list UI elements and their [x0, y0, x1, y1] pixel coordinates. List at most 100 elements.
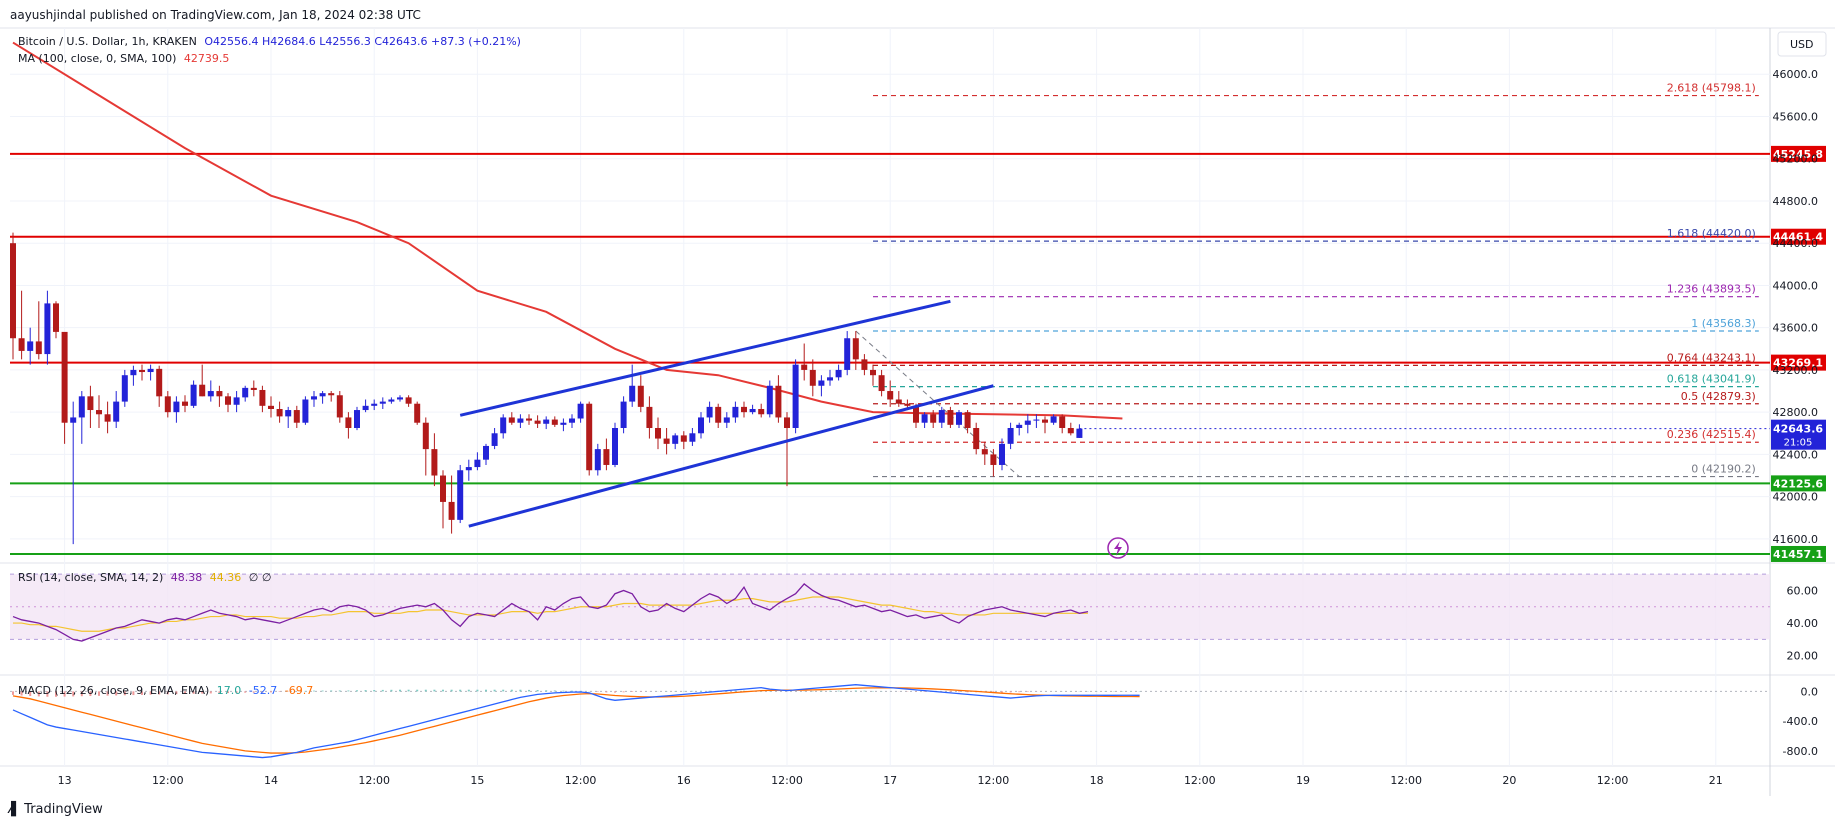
candle-body — [1042, 419, 1048, 423]
candle-body — [422, 422, 429, 450]
candle-body — [818, 380, 825, 386]
currency-label: USD — [1790, 38, 1814, 51]
candle-body — [457, 470, 464, 520]
candle-body — [242, 387, 249, 398]
candle-body — [801, 364, 808, 370]
current-price-tag — [1771, 419, 1826, 450]
axes: USD46000.045600.045200.044800.044400.044… — [58, 31, 1827, 787]
fib-label-1.618: 1.618 (44420.0) — [1667, 227, 1756, 240]
candle-body — [981, 449, 988, 455]
macd-line — [12, 684, 1140, 759]
candle-body — [1050, 416, 1057, 423]
candle-body — [672, 435, 679, 444]
tradingview-logo[interactable]: ⁄▌ TradingView — [10, 802, 103, 817]
time-tick-label: 12:00 — [152, 774, 184, 787]
price-tick-label: 43200.0 — [1773, 364, 1819, 377]
candle-body — [758, 408, 765, 415]
price-tick-label: 46000.0 — [1773, 68, 1819, 81]
alert-icon[interactable] — [1107, 537, 1129, 559]
candle-body — [27, 341, 34, 351]
candle-body — [1007, 428, 1014, 444]
price-tick-label: 44000.0 — [1773, 279, 1819, 292]
candle-body — [655, 428, 661, 439]
candle-body — [1024, 420, 1031, 425]
candle-body — [809, 369, 816, 386]
time-tick-label: 14 — [264, 774, 278, 787]
support-resistance-levels: 45245.8 44461.4 43269.1 42125.6 41457.1 42643… — [10, 145, 1826, 562]
level-tag-resistance-44461 — [1771, 228, 1826, 245]
candle-body — [569, 418, 575, 423]
candle-body — [259, 389, 266, 406]
rsi-extra: ∅ ∅ — [248, 571, 272, 584]
candle-body — [827, 377, 833, 381]
candle-body — [440, 475, 446, 502]
price-tick-label: 42000.0 — [1773, 491, 1819, 504]
time-tick-label: 12:00 — [358, 774, 390, 787]
time-tick-label: 12:00 — [565, 774, 597, 787]
candle-body — [147, 368, 154, 373]
candle-body — [448, 501, 455, 520]
candle-body — [612, 428, 618, 465]
ma-line — [12, 41, 1123, 420]
candle-body — [999, 443, 1005, 465]
fib-label-1.236: 1.236 (43893.5) — [1667, 283, 1756, 296]
candle-body — [921, 414, 928, 423]
level-tag-resistance-43269 — [1771, 354, 1826, 371]
candle-body — [216, 391, 223, 397]
candle-body — [715, 406, 722, 423]
candle-body — [18, 338, 25, 351]
rsi-legend: RSI (14, close, SMA, 14, 2) 48.38 44.36 … — [18, 571, 271, 584]
time-tick-label: 16 — [677, 774, 691, 787]
candle-body — [354, 410, 360, 428]
fib-label-0.618: 0.618 (43041.9) — [1667, 373, 1756, 386]
level-label-support-42125: 42125.6 — [1773, 477, 1823, 490]
candle-body — [302, 399, 309, 423]
price-tick-label: 44400.0 — [1773, 237, 1819, 250]
price-tick-label: 43600.0 — [1773, 322, 1819, 335]
candle-body — [397, 397, 403, 400]
candle-body — [1059, 416, 1066, 428]
publisher-header: aayushjindal published on TradingView.co… — [10, 8, 421, 22]
time-tick-label: 18 — [1090, 774, 1104, 787]
candle-body — [852, 338, 859, 360]
candle-body — [371, 403, 378, 406]
moving-average — [12, 41, 1123, 420]
macd-value: -52.7 — [248, 684, 278, 697]
time-tick-label: 12:00 — [978, 774, 1010, 787]
ohlc-values: O42556.4 H42684.6 L42556.3 C42643.6 +87.… — [204, 35, 521, 48]
macd-tick-label: 0.0 — [1801, 685, 1819, 698]
time-tick-label: 12:00 — [1390, 774, 1422, 787]
candle-body — [749, 408, 756, 413]
candle-body — [199, 384, 206, 397]
candle-body — [887, 391, 894, 400]
candle-body — [483, 445, 489, 460]
tv-logo-icon: ⁄▌ — [10, 802, 21, 817]
candle-body — [285, 410, 292, 417]
candle-body — [904, 403, 911, 406]
candle-body — [139, 369, 145, 373]
candle-body — [792, 364, 799, 428]
candle-body — [637, 385, 644, 407]
candle-body — [362, 405, 369, 411]
fib-label-0.236: 0.236 (42515.4) — [1667, 428, 1756, 441]
rsi-pane: 60.00 40.00 20.00 — [10, 573, 1819, 663]
time-tick-label: 12:00 — [771, 774, 803, 787]
candle-body — [156, 368, 163, 397]
candle-body — [104, 414, 111, 422]
rsi-tick-label: 60.00 — [1787, 584, 1819, 597]
candle-body — [465, 467, 472, 471]
candle-body — [629, 385, 636, 402]
current-price-label: 42643.6 — [1773, 423, 1823, 436]
candle-body — [35, 341, 42, 355]
rsi-label: RSI (14, close, SMA, 14, 2) — [18, 571, 164, 584]
fib-trend-line — [855, 330, 1020, 477]
candle-body — [405, 397, 412, 404]
candle-body — [835, 369, 842, 378]
candle-body — [276, 408, 283, 417]
candle-body — [1067, 428, 1074, 434]
candle-body — [190, 384, 197, 406]
candle-body — [964, 412, 971, 428]
candle-body — [500, 417, 507, 434]
candle-body — [474, 459, 481, 468]
